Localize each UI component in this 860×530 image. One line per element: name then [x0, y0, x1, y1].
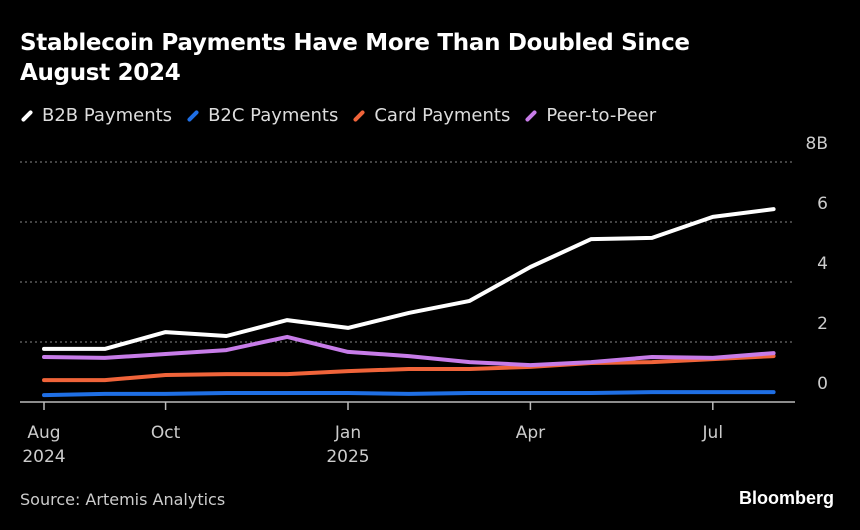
series-line-b2b-payments: [42, 207, 776, 351]
legend-item: Peer-to-Peer: [524, 105, 656, 126]
line-chart: 0 2 4 6 8B Aug 2024 Oct Jan 2025 Apr Jul: [20, 134, 828, 467]
y-tick-label: 6: [817, 194, 828, 214]
y-tick-label: 8B: [806, 134, 828, 154]
y-tick-label: 0: [817, 374, 828, 394]
legend-item: B2B Payments: [20, 105, 172, 126]
legend-label: B2B Payments: [42, 105, 173, 126]
legend: B2B Payments B2C Payments Card Payments Pee…: [20, 105, 656, 126]
x-tick-label: 2024: [22, 447, 65, 467]
legend-item: B2C Payments: [186, 105, 338, 126]
bloomberg-logo: Bloomberg: [738, 488, 834, 508]
legend-label: B2C Payments: [208, 105, 339, 126]
x-tick-label: 2025: [326, 447, 369, 467]
x-tick-label: Jan: [334, 423, 361, 443]
y-tick-label: 4: [817, 254, 828, 274]
source-note: Source: Artemis Analytics: [20, 490, 226, 509]
x-tick-label: Oct: [151, 423, 181, 443]
legend-label: Peer-to-Peer: [546, 105, 657, 126]
chart-title: Stablecoin Payments Have More Than Doubl…: [20, 30, 690, 86]
series-line-card-payments: [42, 354, 776, 383]
x-tick-label: Aug: [27, 423, 60, 443]
series-line-peer-to-peer: [42, 334, 776, 368]
x-tick-label: Jul: [702, 423, 724, 443]
legend-label: Card Payments: [374, 105, 511, 126]
legend-item: Card Payments: [352, 105, 510, 126]
series-line-b2c-payments: [42, 390, 776, 398]
x-tick-label: Apr: [516, 423, 545, 443]
y-tick-label: 2: [817, 314, 828, 334]
